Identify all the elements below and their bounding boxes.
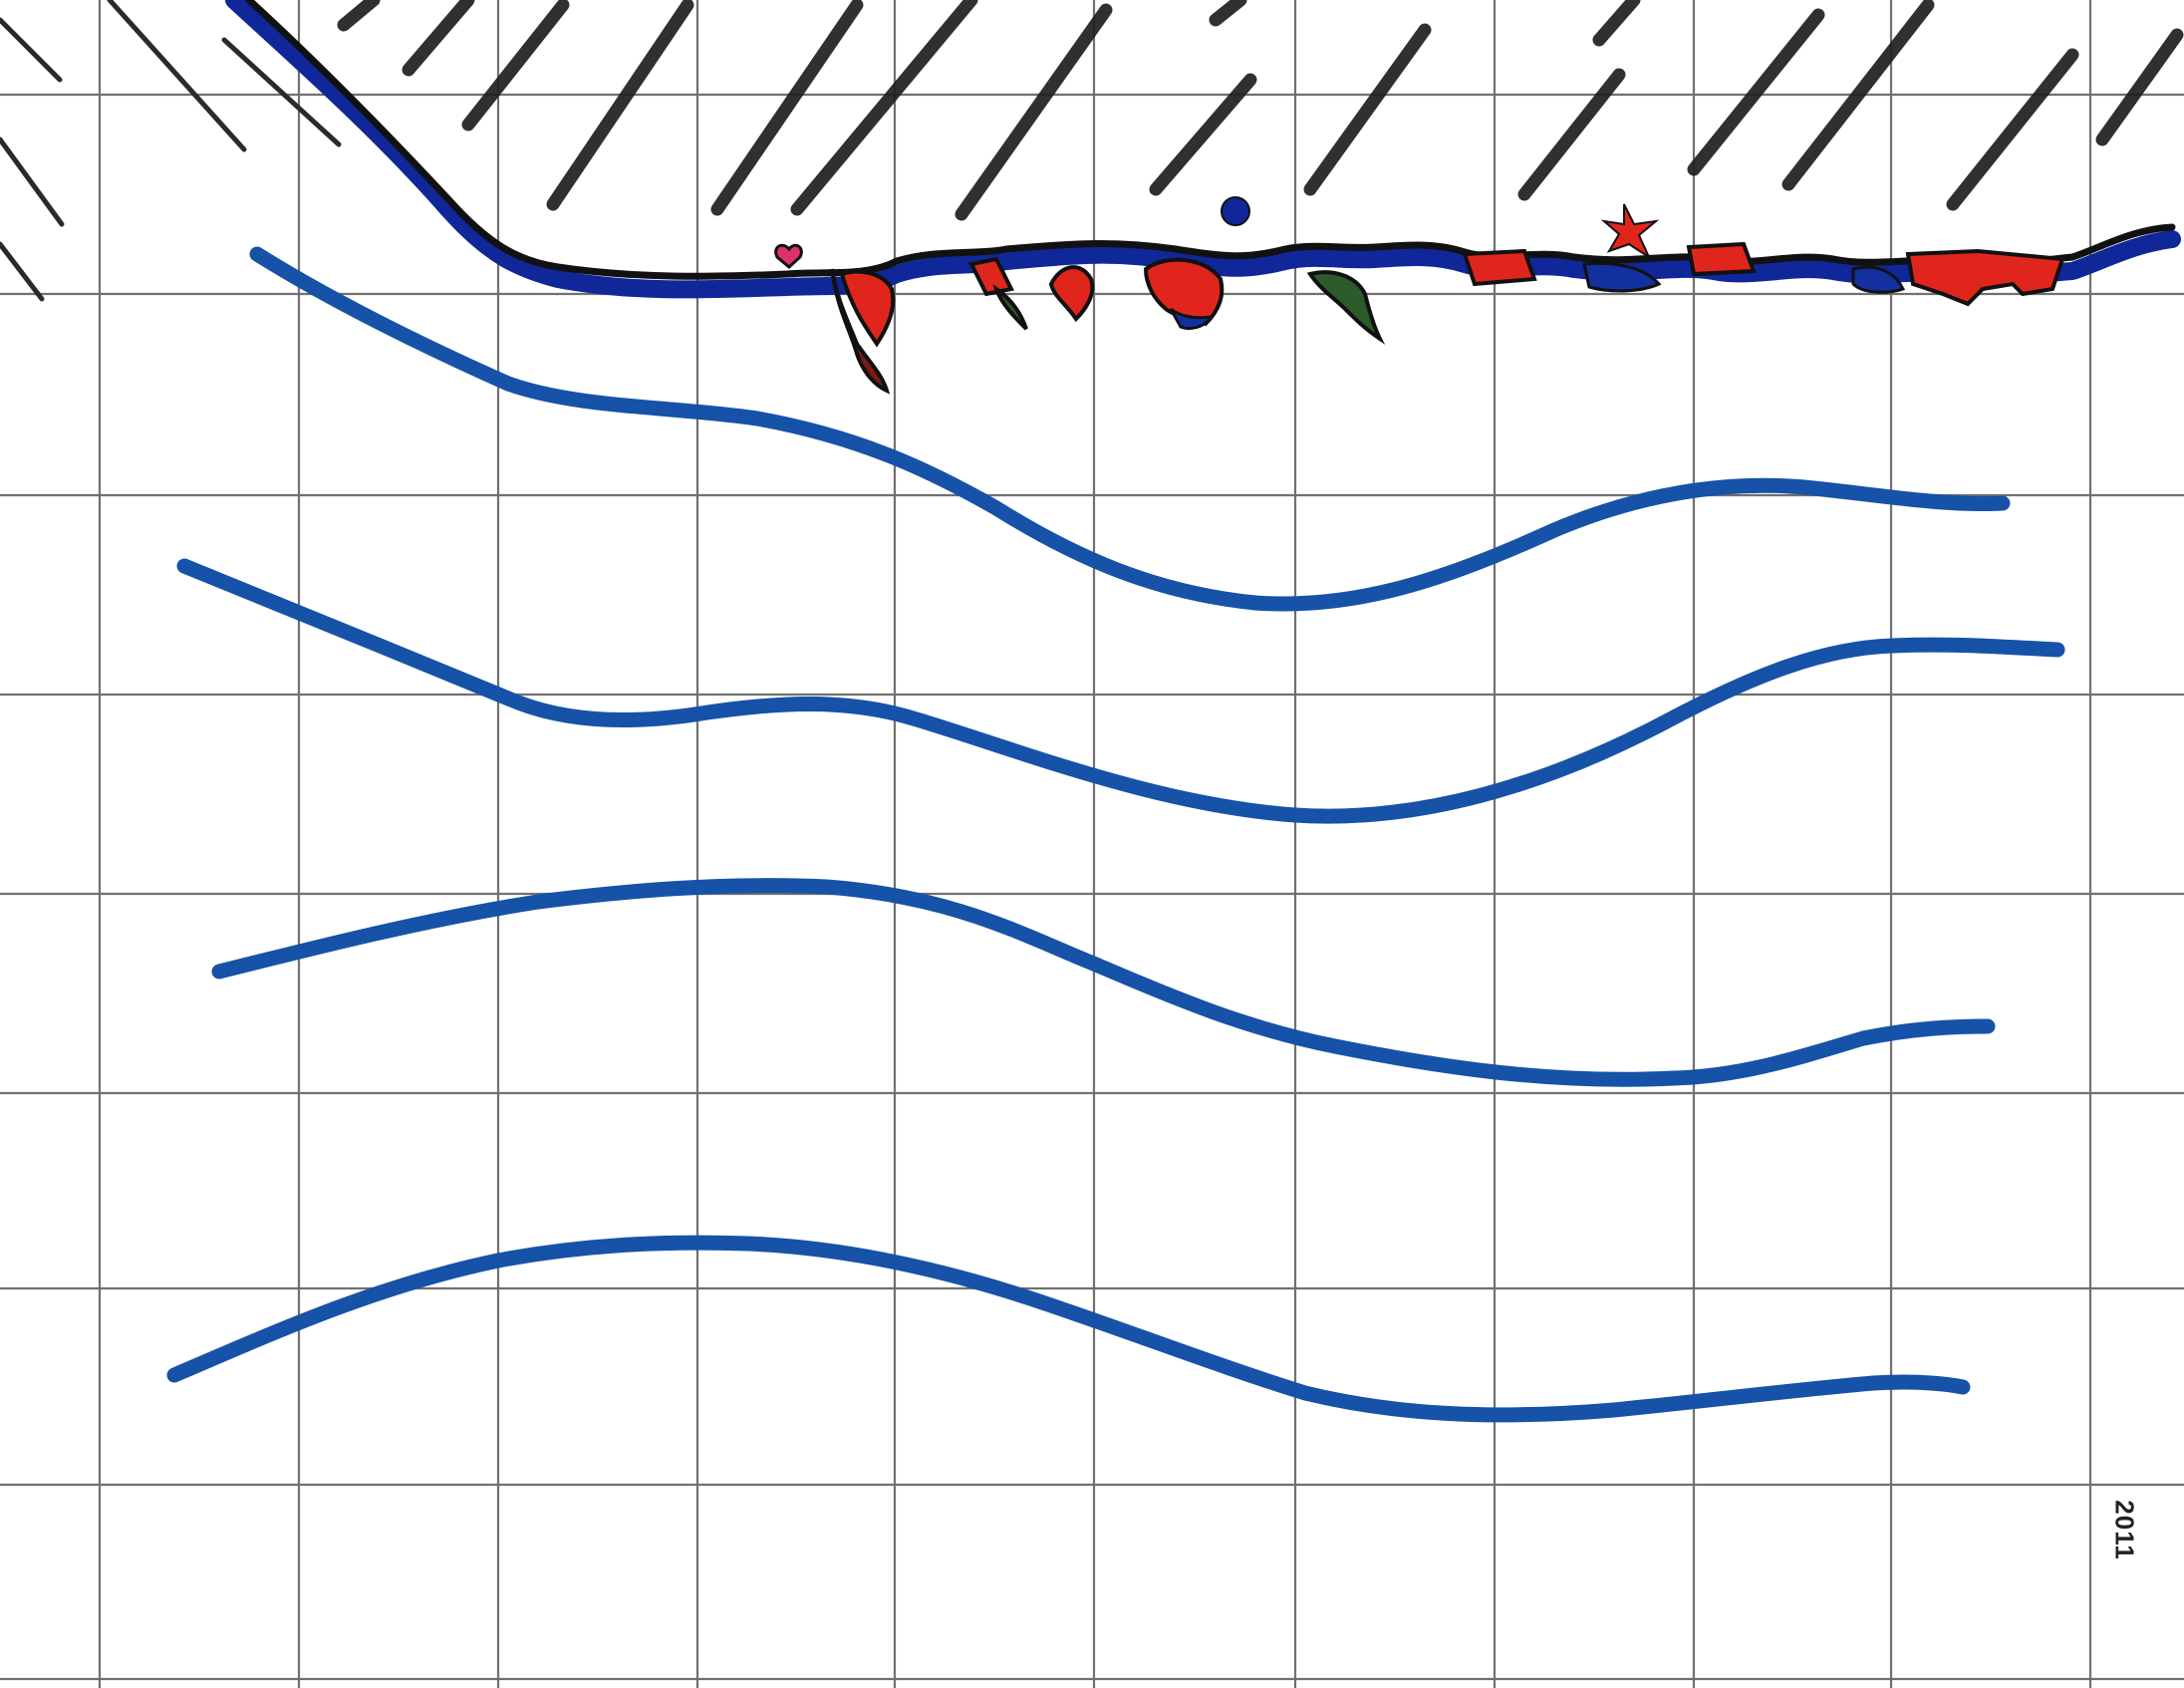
- hatch-stroke: [107, 0, 247, 152]
- hatch-stroke: [1946, 48, 2079, 211]
- rock: [1462, 248, 1537, 287]
- hatch-stroke: [1517, 68, 1626, 201]
- signature: 2011: [2109, 1500, 2140, 1560]
- seaweed-clump: [1306, 270, 1386, 345]
- shore-rocks: [830, 241, 2065, 395]
- hatch-stroke: [461, 0, 570, 132]
- hatch-stroke: [1781, 0, 1935, 191]
- rock: [1169, 307, 1214, 331]
- rock: [839, 269, 896, 348]
- shoreline-outline: [245, 0, 2176, 280]
- hatch-stroke: [1687, 8, 1825, 176]
- wave-2: [176, 558, 2065, 824]
- wave-1: [249, 246, 2011, 612]
- waves: [166, 246, 2065, 1423]
- wave-4: [166, 1235, 1971, 1423]
- rock: [968, 256, 1014, 297]
- heart-icon: [774, 243, 803, 269]
- hatch-stroke: [0, 241, 45, 302]
- creatures: [774, 196, 1660, 269]
- rock: [1851, 265, 1906, 294]
- hatch-stroke: [1209, 0, 1247, 27]
- hatch-stroke: [402, 0, 475, 77]
- rock: [1582, 261, 1662, 293]
- seaweed-clump: [830, 268, 891, 395]
- hatch-stroke: [221, 37, 342, 147]
- hatch-stroke: [790, 0, 978, 216]
- hatch-stroke: [1303, 23, 1432, 196]
- hatch-stroke: [1592, 0, 1641, 47]
- hatching: [0, 0, 2184, 302]
- hatch-stroke: [546, 0, 694, 211]
- rock: [1048, 265, 1095, 323]
- star-icon: [1600, 203, 1660, 260]
- wave-3: [211, 878, 1996, 1087]
- dot-icon: [1221, 196, 1250, 226]
- hatch-stroke: [1149, 73, 1257, 196]
- hatch-stroke: [0, 137, 65, 227]
- hatch-stroke: [337, 0, 381, 32]
- hatch-stroke: [955, 3, 1113, 221]
- seaweed-clump: [992, 284, 1028, 331]
- hatch-stroke: [2095, 28, 2184, 146]
- rock: [1905, 248, 2065, 307]
- hatch-stroke: [0, 17, 63, 83]
- rock: [1686, 241, 1757, 277]
- hatch-stroke: [710, 0, 864, 216]
